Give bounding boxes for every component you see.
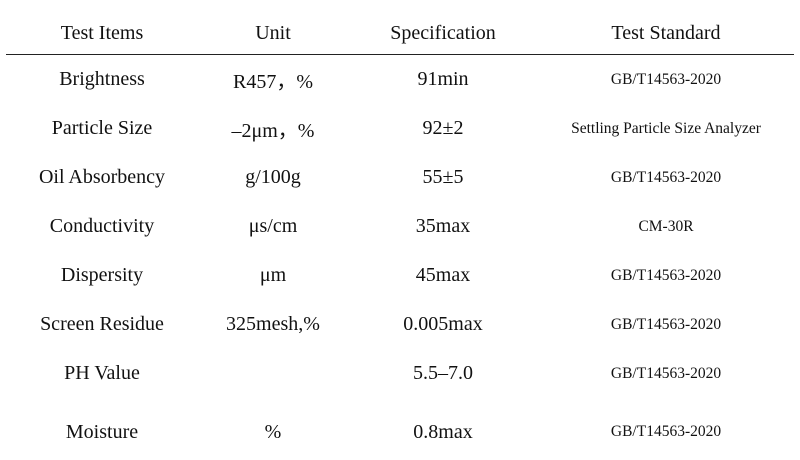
header-specification: Specification <box>348 12 538 55</box>
table-row: Screen Residue 325mesh,% 0.005max GB/T14… <box>6 300 794 349</box>
specification-cell: 35max <box>415 215 471 237</box>
unit-cell: R457，% <box>233 71 313 93</box>
test-item-cell: Screen Residue <box>40 313 164 335</box>
test-standard-cell: GB/T14563-2020 <box>610 70 722 88</box>
test-item-cell: Oil Absorbency <box>38 166 166 188</box>
table-row: Moisture % 0.8max GB/T14563-2020 <box>6 398 794 460</box>
test-standard-cell: GB/T14563-2020 <box>610 364 722 382</box>
header-unit: Unit <box>198 12 348 55</box>
test-item-cell: PH Value <box>64 362 140 384</box>
test-item-cell: Brightness <box>59 68 145 90</box>
specification-table: Test Items Unit Specification Test Stand… <box>6 12 794 460</box>
test-item-cell: Particle Size <box>51 117 153 139</box>
unit-cell: 325mesh,% <box>226 313 320 335</box>
table-header-row: Test Items Unit Specification Test Stand… <box>6 12 794 55</box>
test-standard-cell: CM-30R <box>638 217 694 235</box>
specification-cell: 0.005max <box>403 313 483 335</box>
test-standard-cell: GB/T14563-2020 <box>610 315 722 333</box>
test-item-cell: Dispersity <box>60 264 144 286</box>
table-row: Conductivity μs/cm 35max CM-30R <box>6 202 794 251</box>
table-row: PH Value 5.5–7.0 GB/T14563-2020 <box>6 349 794 398</box>
table-row: Particle Size –2μm，% 92±2 Settling Parti… <box>6 104 794 153</box>
unit-cell: μs/cm <box>248 215 298 237</box>
specification-cell: 55±5 <box>422 166 464 188</box>
test-item-cell: Conductivity <box>49 215 155 237</box>
specification-cell: 5.5–7.0 <box>413 362 473 384</box>
unit-cell: g/100g <box>245 166 301 188</box>
unit-cell: μm <box>259 264 287 286</box>
specification-cell: 0.8max <box>413 420 473 443</box>
table-row: Brightness R457，% 91min GB/T14563-2020 <box>6 55 794 105</box>
test-standard-cell: Settling Particle Size Analyzer <box>571 119 761 137</box>
table-row: Dispersity μm 45max GB/T14563-2020 <box>6 251 794 300</box>
table-row: Oil Absorbency g/100g 55±5 GB/T14563-202… <box>6 153 794 202</box>
header-test-standard: Test Standard <box>538 12 794 55</box>
specification-cell: 91min <box>417 68 469 90</box>
unit-cell: % <box>264 420 282 443</box>
test-item-cell: Moisture <box>65 420 139 443</box>
specification-cell: 92±2 <box>422 117 464 139</box>
unit-cell <box>198 349 348 398</box>
header-test-items: Test Items <box>6 12 198 55</box>
test-standard-cell: GB/T14563-2020 <box>610 266 722 284</box>
test-standard-cell: GB/T14563-2020 <box>610 423 722 440</box>
specification-cell: 45max <box>415 264 471 286</box>
unit-cell: –2μm，% <box>231 120 315 142</box>
test-standard-cell: GB/T14563-2020 <box>610 168 722 186</box>
